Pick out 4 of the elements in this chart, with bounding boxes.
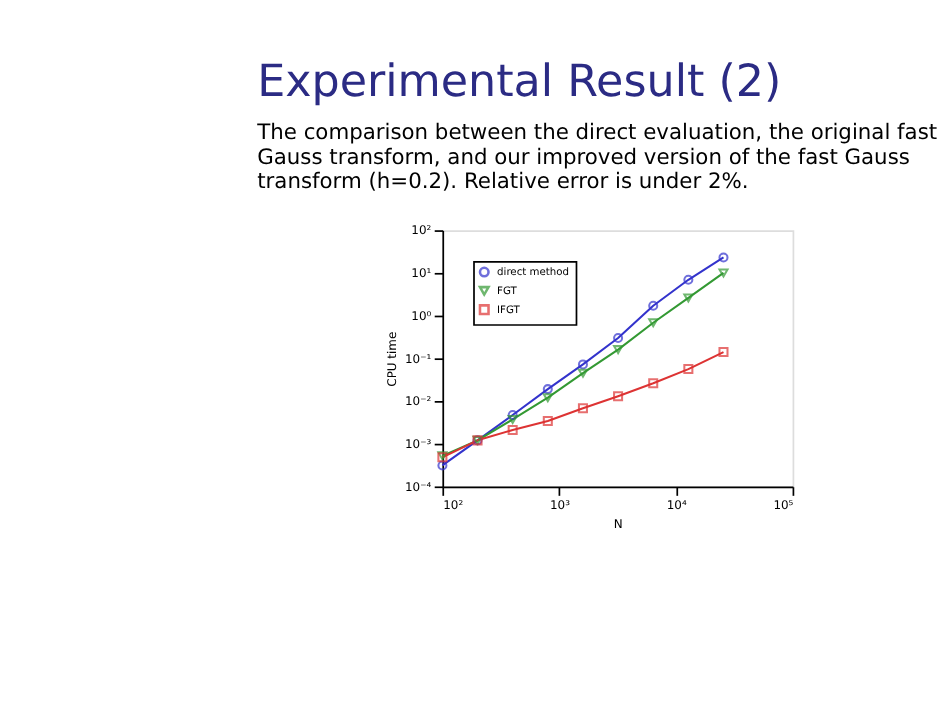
text: Gauss transform, and our improved version of the fast Gauss <box>257 143 910 170</box>
text: The comparison between the direct evaluation, the original fast <box>257 118 938 145</box>
chart-title: Experimental Result (2) <box>257 56 782 109</box>
text: transform (h=0.2). Relative error is under 2%. <box>257 168 749 195</box>
